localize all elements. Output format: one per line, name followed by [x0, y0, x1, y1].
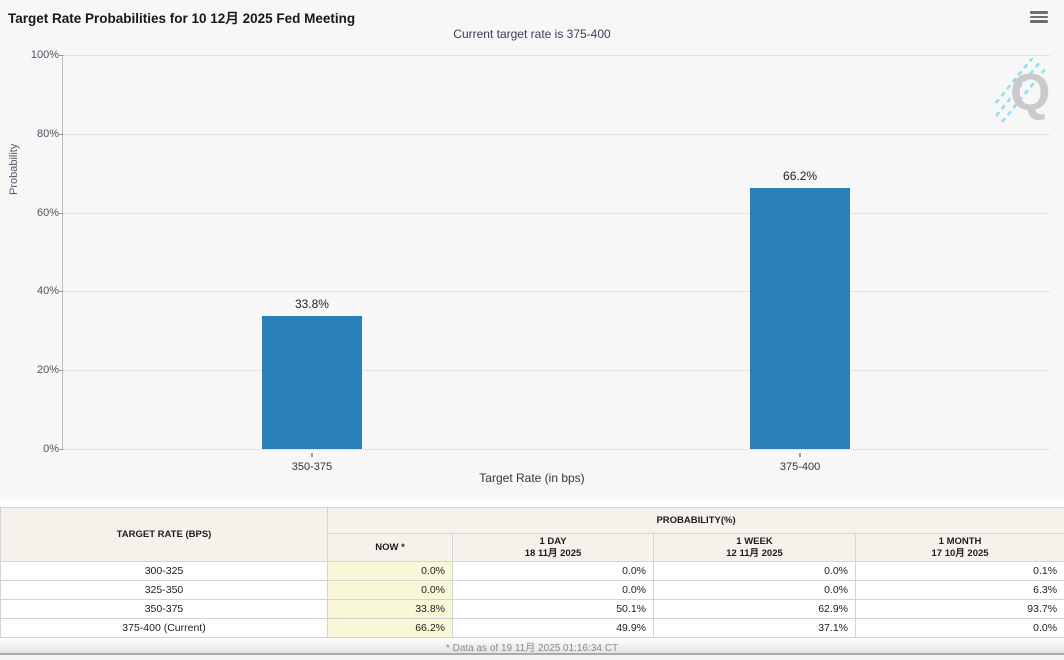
cell-rate: 350-375 — [0, 599, 328, 619]
cell-week: 0.0% — [653, 561, 856, 581]
y-tick-label: 40% — [36, 285, 59, 298]
y-tick-mark — [59, 212, 63, 214]
y-tick-label: 20% — [36, 364, 59, 377]
cell-week: 37.1% — [653, 618, 856, 638]
y-tick-mark — [59, 55, 63, 56]
y-tick-mark — [59, 291, 63, 293]
current-target-rate-subtitle: Current target rate is 375-400 — [453, 27, 611, 41]
cell-month: 0.1% — [854, 561, 1064, 581]
data-as-of-footer: * Data as of 19 11月 2025 01:16:34 CT — [0, 638, 1064, 655]
cell-rate: 375-400 (Current) — [0, 618, 328, 638]
cell-week: 62.9% — [653, 599, 856, 619]
bottom-strip — [0, 655, 1064, 660]
gridline-80% — [59, 133, 1050, 135]
data-as-of-text: * Data as of 19 11月 2025 01:16:34 CT — [445, 643, 619, 654]
gridline-60% — [59, 212, 1050, 214]
y-tick-label: 60% — [36, 206, 59, 219]
cell-month: 6.3% — [854, 580, 1064, 600]
col-header-1week: 1 WEEK 12 11月 2025 — [653, 533, 856, 562]
table-row: 350-375 33.8% 50.1% 62.9% 93.7% — [0, 599, 1064, 619]
gridline-20% — [59, 370, 1050, 372]
x-tick-label: 350-375 — [291, 461, 333, 473]
cell-week: 0.0% — [653, 580, 856, 600]
col-header-1month: 1 MONTH 17 10月 2025 — [854, 533, 1064, 562]
x-tick-mark — [310, 453, 313, 457]
x-axis-title: Target Rate (in bps) — [479, 471, 585, 485]
y-tick-mark — [59, 370, 63, 372]
x-tick-label: 375-400 — [779, 461, 821, 473]
cell-now: 0.0% — [327, 580, 453, 600]
cell-now: 66.2% — [327, 618, 453, 638]
quikstrike-watermark-logo: Q — [988, 55, 1050, 128]
cell-day: 0.0% — [452, 580, 654, 600]
hamburger-menu-icon[interactable] — [1030, 9, 1048, 25]
cell-day: 49.9% — [452, 618, 654, 638]
section-divider — [0, 497, 1064, 507]
table-row: 300-325 0.0% 0.0% 0.0% 0.1% — [0, 561, 1064, 581]
cell-day: 50.1% — [452, 599, 654, 619]
gridline-100% — [59, 55, 1050, 56]
table-row: 375-400 (Current) 66.2% 49.9% 37.1% 0.0% — [0, 618, 1064, 638]
probability-table: TARGET RATE (BPS) PROBABILITY(%) NOW * 1… — [0, 507, 1064, 638]
col-header-1day: 1 DAY 18 11月 2025 — [452, 533, 654, 562]
y-tick-label: 0% — [43, 443, 59, 455]
cell-rate: 300-325 — [0, 561, 328, 581]
cell-rate: 325-350 — [0, 580, 328, 600]
gridline-40% — [59, 291, 1050, 293]
table-row: 325-350 0.0% 0.0% 0.0% 6.3% — [0, 580, 1064, 600]
bar-value-label: 33.8% — [294, 296, 329, 311]
y-tick-mark — [59, 133, 63, 135]
bar-350-375[interactable] — [261, 315, 362, 449]
cell-month: 93.7% — [854, 599, 1064, 619]
x-tick-mark — [799, 453, 802, 457]
fedwatch-chart-section: Target Rate Probabilities for 10 12月 202… — [8, 9, 1051, 485]
svg-text:Q: Q — [1010, 64, 1050, 122]
page-title: Target Rate Probabilities for 10 12月 202… — [8, 11, 356, 26]
col-header-now: NOW * — [327, 533, 453, 562]
cell-day: 0.0% — [452, 561, 654, 581]
gridline-0% — [59, 449, 1050, 450]
cell-month: 0.0% — [854, 618, 1064, 638]
cell-now: 33.8% — [327, 599, 453, 619]
bar-chart-plot-area: 0% 20% 40% 60% 80% 100% 33.8% 350-375 66.2% 375-4… — [31, 49, 1050, 473]
bar-375-400[interactable] — [750, 188, 851, 449]
col-header-probability: PROBABILITY(%) — [326, 507, 1064, 534]
y-tick-label: 100% — [30, 49, 59, 61]
y-tick-mark — [59, 449, 63, 450]
y-axis-title: Probability — [8, 143, 20, 195]
y-tick-label: 80% — [36, 127, 59, 140]
col-header-target-rate: TARGET RATE (BPS) — [0, 507, 328, 562]
cell-now: 0.0% — [327, 561, 453, 581]
bar-value-label: 66.2% — [783, 169, 818, 184]
